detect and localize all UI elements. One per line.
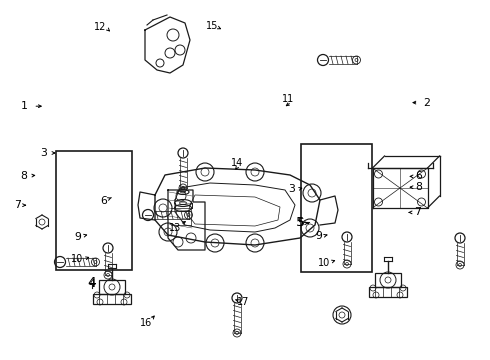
Text: 3: 3	[288, 184, 295, 194]
Text: 5: 5	[296, 216, 305, 229]
Text: 16: 16	[140, 318, 152, 328]
Bar	[301, 144, 372, 272]
Text: 15: 15	[205, 21, 218, 31]
Bar	[99, 280, 125, 294]
Text: 12: 12	[94, 22, 107, 32]
Text: 5: 5	[297, 218, 304, 228]
Text: 4: 4	[89, 279, 96, 289]
Text: 8: 8	[416, 182, 422, 192]
Text: 10: 10	[318, 258, 330, 268]
Bar	[93, 294, 131, 304]
Bar	[375, 273, 401, 287]
Text: 9: 9	[315, 231, 322, 241]
Text: 14: 14	[231, 158, 243, 168]
Text: 10: 10	[72, 254, 83, 264]
Text: 8: 8	[20, 171, 27, 181]
Text: 4: 4	[88, 276, 97, 289]
Text: 9: 9	[74, 231, 81, 242]
Text: 2: 2	[423, 98, 430, 108]
Text: 6: 6	[100, 196, 107, 206]
Text: 7: 7	[14, 200, 21, 210]
Bar	[369, 287, 407, 297]
Text: 13: 13	[170, 222, 181, 233]
Bar	[56, 151, 132, 270]
Text: 3: 3	[41, 148, 48, 158]
Text: 6: 6	[416, 171, 422, 181]
Text: 11: 11	[281, 94, 294, 104]
Text: 17: 17	[237, 297, 249, 307]
Text: 1: 1	[21, 101, 28, 111]
Text: 7: 7	[414, 207, 421, 217]
